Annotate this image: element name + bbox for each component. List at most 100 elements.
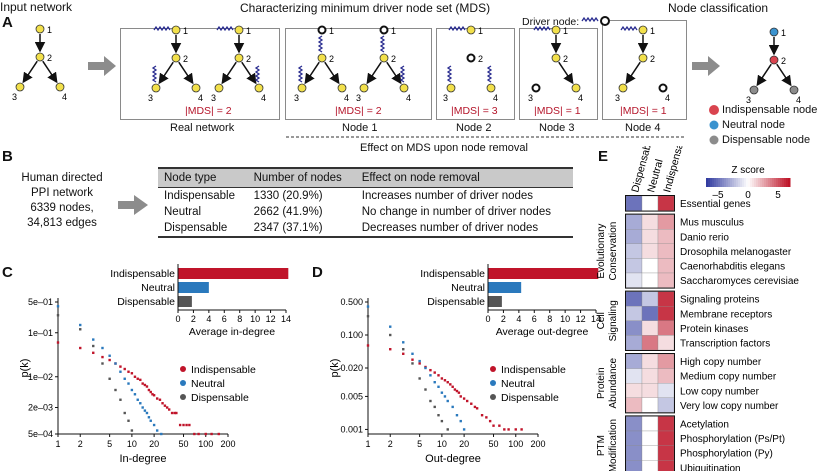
data-point <box>79 328 82 331</box>
x-tick-label: 200 <box>530 439 545 449</box>
colorbar-cell <box>746 178 749 187</box>
data-point <box>160 432 163 436</box>
heatmap-cell <box>625 306 643 321</box>
group-box <box>625 353 675 414</box>
driver-signal <box>297 65 304 83</box>
data-point <box>440 377 444 380</box>
legend-neutral: Neutral node <box>722 119 785 131</box>
data-point <box>130 429 134 432</box>
heatmap-cell <box>641 416 659 432</box>
data-point <box>163 404 167 407</box>
data-point <box>101 362 104 365</box>
network-node <box>638 53 648 63</box>
x-tick-label: 100 <box>198 439 213 449</box>
node-label: 2 <box>47 53 52 63</box>
data-point <box>139 402 142 405</box>
node-label: 1 <box>650 26 655 36</box>
heatmap-cell <box>625 383 643 398</box>
bar-tick-label: 14 <box>281 314 291 324</box>
data-point <box>149 390 152 394</box>
heatmap-cell <box>625 416 643 432</box>
legend-label: Indispensable <box>191 364 256 376</box>
node-label: 3 <box>746 95 751 105</box>
heatmap-cell <box>657 320 675 336</box>
data-point <box>155 429 159 432</box>
node1-label: Node 1 <box>342 122 378 134</box>
bar-tick-label: 4 <box>516 314 521 324</box>
colorbar-cell <box>734 178 737 187</box>
data-point <box>366 315 370 318</box>
data-point <box>123 411 126 415</box>
data-point <box>520 428 523 431</box>
row-label: Danio rerio <box>680 232 729 243</box>
data-point <box>429 374 432 377</box>
node-type-table: Node type Number of nodes Effect on node… <box>158 167 573 238</box>
network-node <box>171 53 181 63</box>
data-point <box>204 432 207 436</box>
data-point <box>418 362 421 365</box>
network-node <box>789 85 799 95</box>
group-label: Evolutionary <box>596 224 607 279</box>
node-label: 2 <box>391 54 396 64</box>
node-label: 4 <box>796 95 801 105</box>
heatmap-cell <box>641 353 659 369</box>
network-node <box>171 25 181 35</box>
row-label: Signaling proteins <box>680 295 760 306</box>
bar-axis-label: Average out-degree <box>496 326 589 338</box>
data-point <box>136 377 139 380</box>
colorbar-cell <box>724 178 727 187</box>
bar-tick-label: 2 <box>191 314 196 324</box>
network-node <box>234 53 244 63</box>
input-network-title: Input network <box>0 0 73 14</box>
colorbar-cell <box>776 178 779 187</box>
network-node <box>337 83 347 93</box>
heatmap-cell <box>641 430 659 446</box>
colorbar-tick: 0 <box>745 190 751 201</box>
heatmap-cell <box>657 368 675 384</box>
x-tick-label: 10 <box>437 439 447 449</box>
heatmap-cell <box>625 243 643 259</box>
cell: Increases number of driver nodes <box>361 190 534 202</box>
legend-label: Neutral <box>501 378 535 390</box>
data-point <box>470 402 473 405</box>
panel-b-letter: B <box>2 148 13 165</box>
driver-signal <box>399 65 406 83</box>
y-tick-label: 0.001 <box>340 424 363 434</box>
data-point <box>108 377 111 380</box>
node-label: 1 <box>183 26 188 36</box>
bar-tick-label: 2 <box>501 314 506 324</box>
legend-marker <box>180 380 186 386</box>
legend-label: Neutral <box>191 378 225 390</box>
x-tick-label: 1 <box>55 439 60 449</box>
colorbar-title: Z score <box>731 165 765 176</box>
driver-node-label: Driver node: <box>522 16 580 28</box>
x-tick-label: 20 <box>459 439 469 449</box>
legend-dispensable-marker <box>709 135 719 145</box>
data-point <box>147 388 151 392</box>
y-tick-label: 0.100 <box>340 330 363 340</box>
node-label: 1 <box>329 26 334 36</box>
data-point <box>127 382 130 385</box>
network-text-line: PPI network <box>31 187 93 199</box>
colorbar-cell <box>778 178 781 187</box>
data-point <box>449 383 452 386</box>
node-label: 1 <box>478 26 483 36</box>
heatmap-cell <box>625 430 643 446</box>
data-point <box>123 367 126 371</box>
row-label: Phosphorylation (Ps/Pt) <box>680 434 785 445</box>
row-label: Acetylation <box>680 420 729 431</box>
row-label: Low copy number <box>680 386 760 397</box>
legend-label: Indispensable <box>501 364 566 376</box>
network-edge <box>386 61 402 85</box>
group-box <box>625 415 675 471</box>
row-label: Phosphorylation (Py) <box>680 449 773 460</box>
colorbar-cell <box>718 178 721 187</box>
heatmap-cell <box>641 195 659 211</box>
heatmap-cell <box>657 243 675 259</box>
data-point <box>56 314 60 317</box>
colorbar-cell <box>726 178 729 187</box>
node2-box <box>436 28 515 120</box>
x-tick-label: 2 <box>78 439 83 449</box>
data-point <box>56 341 60 344</box>
